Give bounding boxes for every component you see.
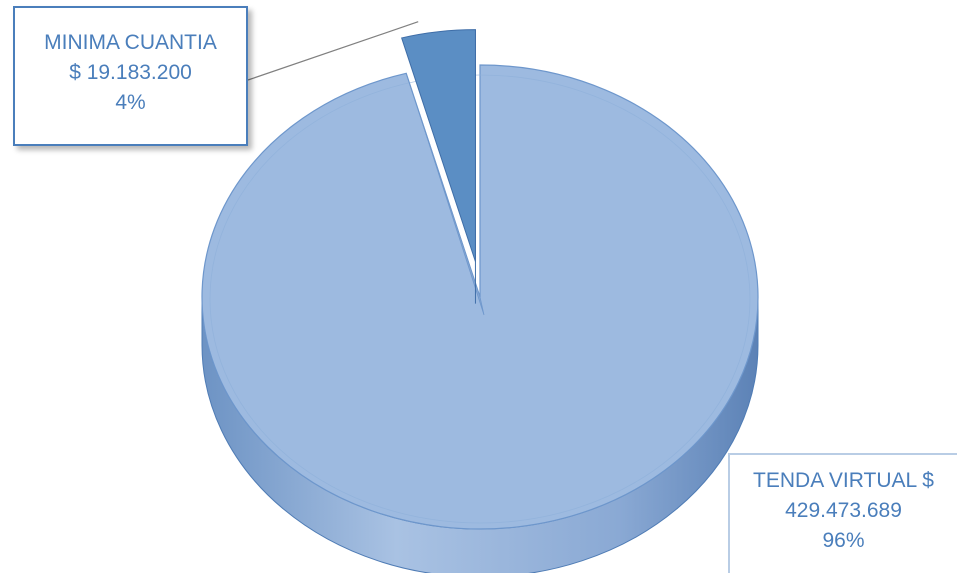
data-label-value: 429.473.689	[785, 499, 902, 522]
pie-top-rim	[209, 74, 751, 524]
data-label-tenda-virtual: TENDA VIRTUAL $ 429.473.689 96%	[728, 453, 957, 573]
pie-slice-minima-cuantia	[401, 29, 476, 262]
data-label-category-value: TENDA VIRTUAL $	[753, 469, 934, 492]
data-label-percent: 96%	[822, 529, 865, 552]
data-label-category: MINIMA CUANTIA	[44, 31, 217, 54]
data-label-value: $ 19.183.200	[69, 61, 192, 84]
leader-line-minima-cuantia	[247, 21, 419, 81]
pie-slice-cut-wall	[405, 73, 485, 316]
data-label-minima-cuantia: MINIMA CUANTIA $ 19.183.200 4%	[13, 6, 248, 146]
data-label-percent: 4%	[115, 91, 146, 114]
